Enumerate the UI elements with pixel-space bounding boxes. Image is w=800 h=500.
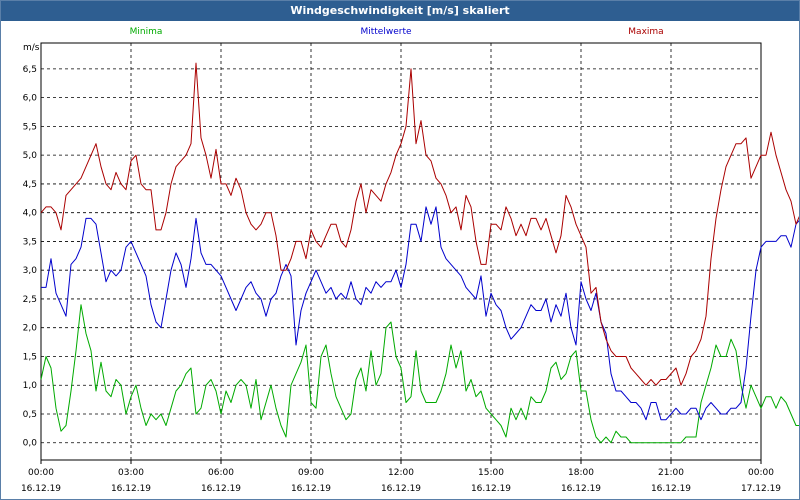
- legend-mittelwerte: Mittelwerte: [360, 27, 411, 37]
- x-tick-date: 16.12.19: [561, 484, 601, 494]
- x-tick-date: 16.12.19: [21, 484, 61, 494]
- legend-maxima: Maxima: [628, 27, 663, 37]
- x-tick-time: 06:00: [208, 468, 234, 478]
- x-tick-time: 15:00: [478, 468, 504, 478]
- window-title: Windgeschwindigkeit [m/s] skaliert: [1, 1, 799, 21]
- x-tick-time: 21:00: [658, 468, 684, 478]
- y-tick-label: 5,0: [23, 151, 38, 161]
- y-tick-label: 1,5: [23, 352, 37, 362]
- x-tick-time: 00:00: [748, 468, 774, 478]
- x-tick-time: 18:00: [568, 468, 594, 478]
- series-lines: [40, 62, 799, 444]
- x-tick-date: 16.12.19: [111, 484, 151, 494]
- series-line-maxima: [40, 62, 799, 386]
- y-tick-label: 6,5: [23, 65, 37, 75]
- y-tick-label: 4,5: [23, 180, 37, 190]
- x-tick-date: 16.12.19: [651, 484, 691, 494]
- grid: [41, 43, 761, 460]
- y-tick-label: 4,0: [23, 209, 38, 219]
- x-tick-time: 03:00: [118, 468, 144, 478]
- x-tick-date: 16.12.19: [381, 484, 421, 494]
- y-tick-label: 0,0: [23, 439, 38, 449]
- y-tick-label: 2,0: [23, 324, 38, 334]
- series-line-mittelwerte: [41, 206, 799, 421]
- y-tick-label: 5,5: [23, 122, 37, 132]
- x-tick-date: 16.12.19: [291, 484, 331, 494]
- wind-speed-chart: 0,0 0,5 1,0 1,5 2,0 2,5 3,0 3,5 4,0 4,5 5,0 5,5 6,0 6…: [21, 27, 799, 494]
- x-tick-time: 12:00: [388, 468, 414, 478]
- series-line-minima: [40, 304, 799, 444]
- legend: Minima Mittelwerte Maxima: [130, 27, 664, 37]
- y-tick-label: 3,5: [23, 237, 37, 247]
- y-axis-label: m/s: [23, 43, 40, 53]
- x-tick-date: 16.12.19: [471, 484, 511, 494]
- x-tick-time: 00:00: [28, 468, 54, 478]
- y-tick-label: 3,0: [23, 266, 38, 276]
- legend-minima: Minima: [130, 27, 163, 37]
- x-tick-time: 09:00: [298, 468, 324, 478]
- x-tick-date: 16.12.19: [201, 484, 241, 494]
- y-tick-label: 6,0: [23, 94, 38, 104]
- axes: 0,0 0,5 1,0 1,5 2,0 2,5 3,0 3,5 4,0 4,5 5,0 5,5 6,0 6…: [21, 42, 781, 494]
- x-tick-date: 17.12.19: [741, 484, 781, 494]
- y-tick-label: 2,5: [23, 295, 37, 305]
- y-tick-label: 0,5: [23, 410, 37, 420]
- y-tick-label: 1,0: [23, 381, 38, 391]
